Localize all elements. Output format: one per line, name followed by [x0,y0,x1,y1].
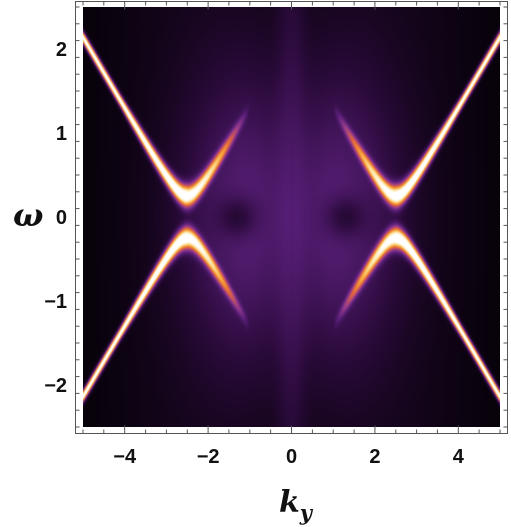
x-tick-label: −2 [197,446,220,468]
y-tick-label: 2 [56,39,67,61]
plot-frame [75,1,508,434]
x-axis-ticks [82,1,501,434]
y-tick-label: −1 [44,291,67,313]
x-tick-label: 2 [369,446,380,468]
x-axis-tick-labels: −4 −2 0 2 4 [113,446,464,468]
x-tick-label: 0 [286,446,297,468]
x-axis-label-main: k [279,485,300,520]
heatmap-image [83,7,500,427]
y-axis-label: ω [13,196,43,234]
y-axis-tick-labels: 2 1 0 −1 −2 [44,39,67,397]
y-tick-label: −2 [44,375,67,397]
x-axis-label-subscript: y [299,500,314,525]
x-tick-label: 4 [453,446,465,468]
x-axis-label: ky [279,485,314,525]
x-tick-label: −4 [113,446,137,468]
y-axis-ticks [75,6,508,428]
y-tick-label: 0 [56,207,67,229]
y-tick-label: 1 [56,123,67,145]
